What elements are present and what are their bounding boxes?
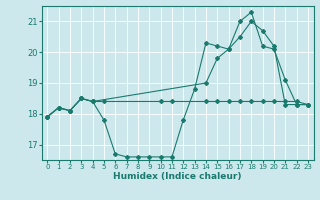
X-axis label: Humidex (Indice chaleur): Humidex (Indice chaleur)	[113, 172, 242, 181]
